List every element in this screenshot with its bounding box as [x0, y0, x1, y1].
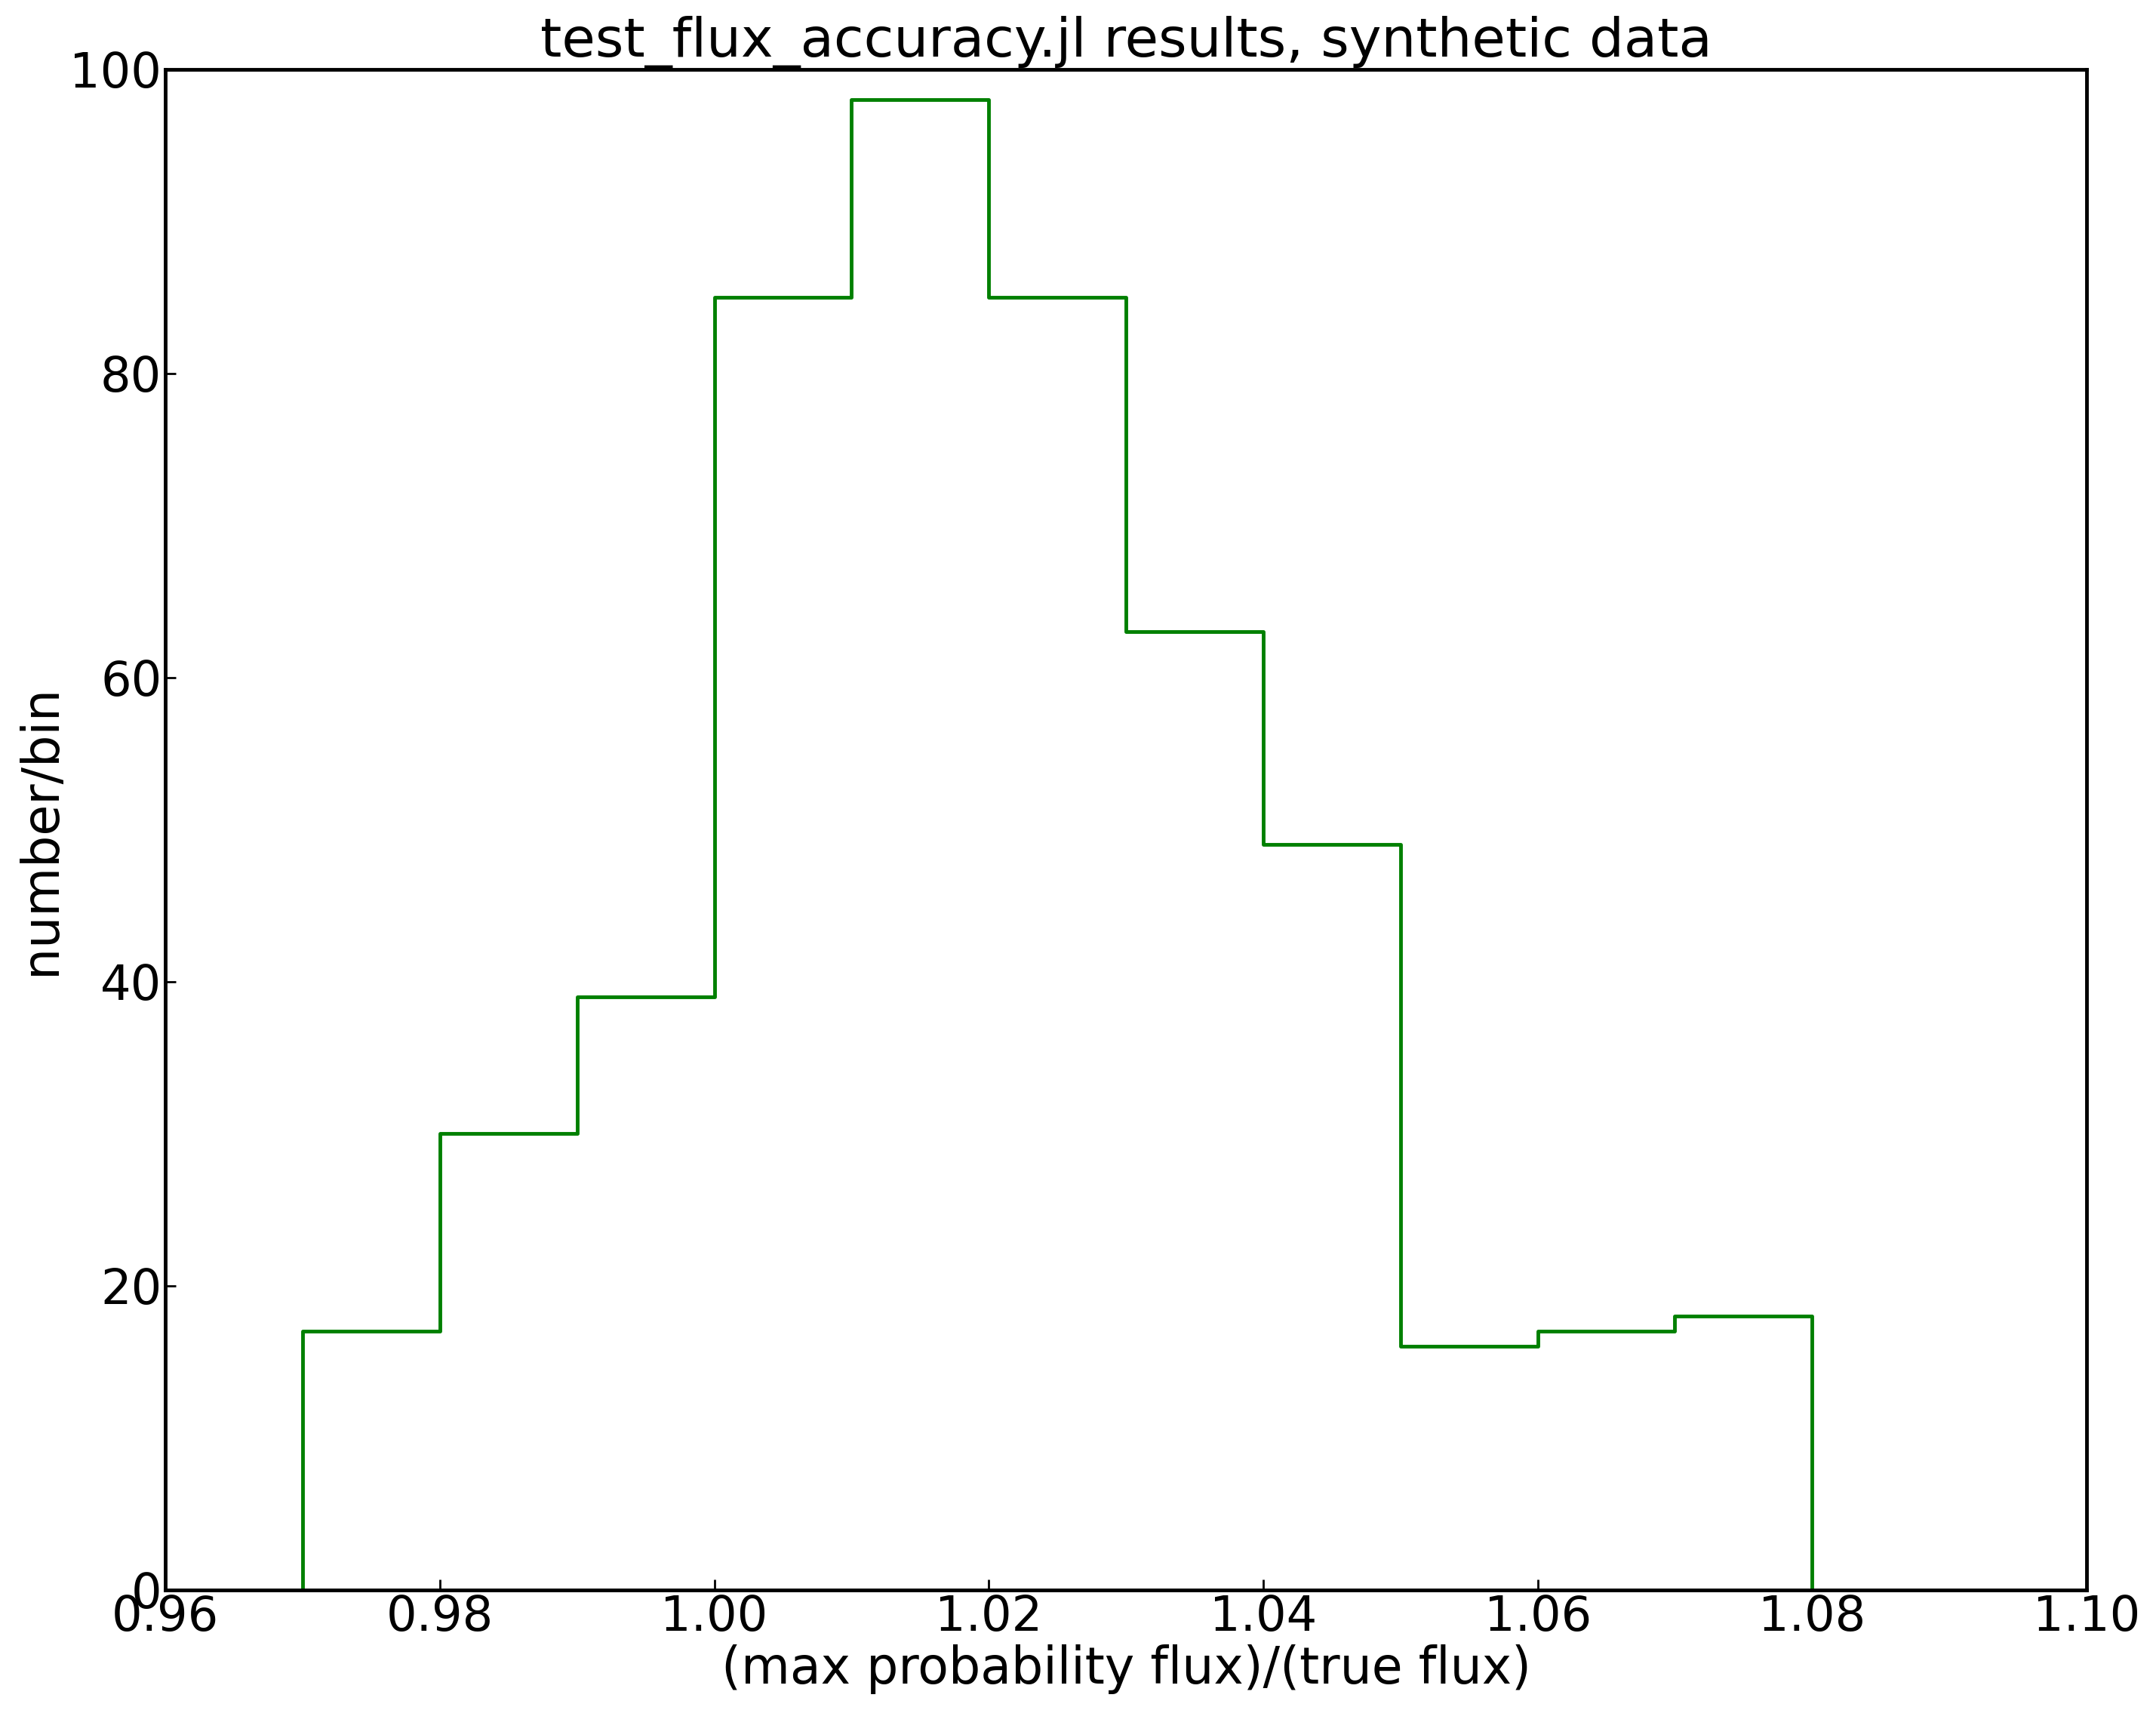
Y-axis label: number/bin: number/bin	[15, 684, 65, 975]
Title: test_flux_accuracy.jl results, synthetic data: test_flux_accuracy.jl results, synthetic…	[541, 15, 1712, 70]
X-axis label: (max probability flux)/(true flux): (max probability flux)/(true flux)	[720, 1645, 1531, 1695]
